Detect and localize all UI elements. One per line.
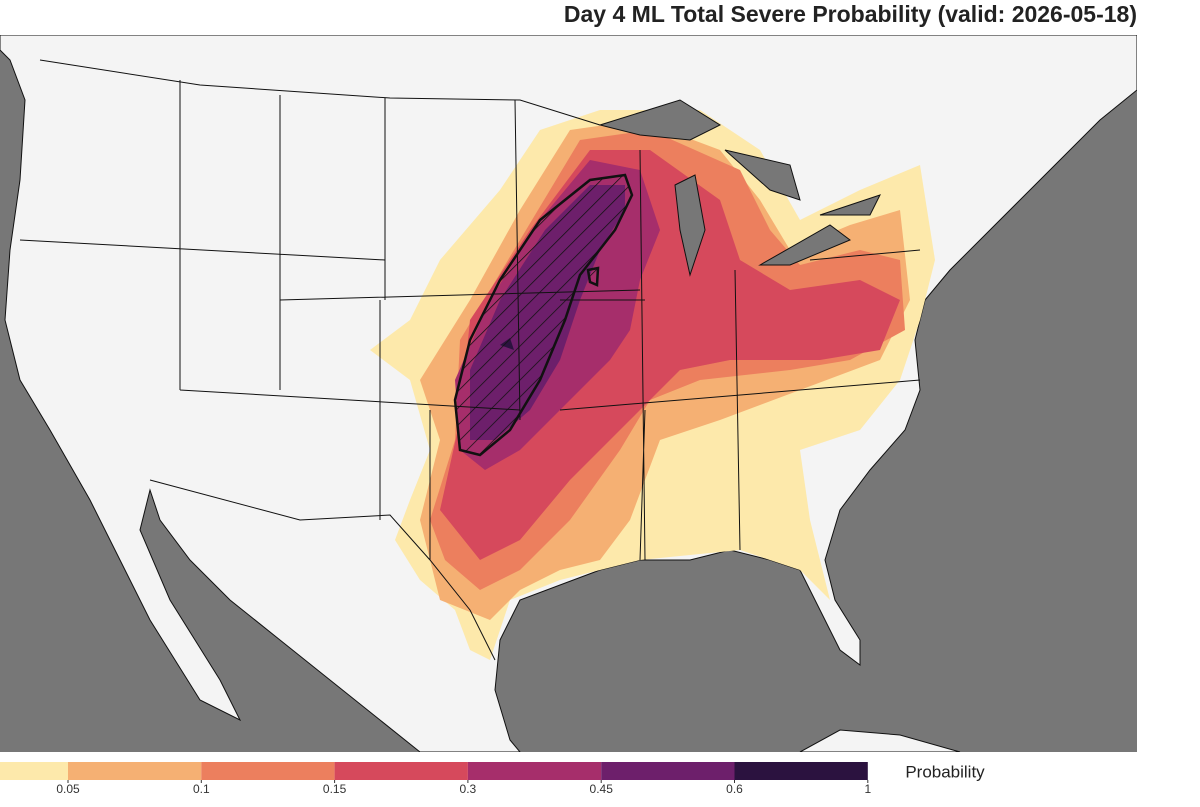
borders bbox=[19, 59, 921, 661]
map-area bbox=[0, 35, 1137, 752]
colorbar-tick-label: 0.05 bbox=[56, 782, 80, 796]
colorbar-label: Probability bbox=[905, 762, 985, 781]
colorbar-segment bbox=[201, 762, 335, 780]
high-risk-hatch bbox=[453, 173, 634, 457]
great-lakes bbox=[598, 99, 881, 277]
colorbar-tick-label: 0.45 bbox=[590, 782, 614, 796]
colorbar-segment bbox=[0, 762, 68, 780]
colorbar-tick-label: 0.15 bbox=[323, 782, 347, 796]
colorbar-segment bbox=[334, 762, 468, 780]
colorbar-segment bbox=[68, 762, 202, 780]
colorbar-segment bbox=[601, 762, 735, 780]
colorbar-tick-label: 0.1 bbox=[193, 782, 210, 796]
map-title: Day 4 ML Total Severe Probability (valid… bbox=[564, 1, 1137, 27]
colorbar-tick-label: 0.6 bbox=[726, 782, 743, 796]
colorbar: 0.05 0.1 0.15 0.3 0.45 0.6 1 bbox=[0, 762, 871, 796]
colorbar-tick-label: 1 bbox=[864, 782, 871, 796]
colorbar-tick-label: 0.3 bbox=[460, 782, 477, 796]
colorbar-segment bbox=[734, 762, 868, 780]
colorbar-segment bbox=[467, 762, 602, 780]
cuba bbox=[799, 729, 961, 752]
